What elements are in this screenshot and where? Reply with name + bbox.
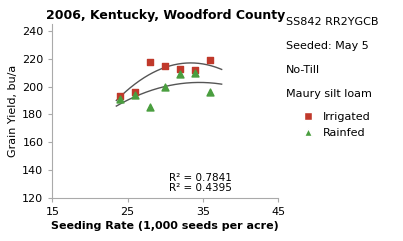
Point (132, 93, 138, 97)
X-axis label: Seeding Rate (1,000 seeds per acre): Seeding Rate (1,000 seeds per acre) (51, 221, 279, 231)
Text: SS842 RR2YGCB: SS842 RR2YGCB (286, 17, 379, 27)
Point (207, 90, 214, 94)
Point (117, 97, 123, 101)
Point (132, 90, 138, 94)
Legend: Irrigated, Rainfed: Irrigated, Rainfed (293, 108, 375, 142)
Point (207, 58, 214, 62)
Title: 2006, Kentucky, Woodford County: 2006, Kentucky, Woodford County (46, 8, 285, 21)
Y-axis label: Grain Yield, bu/a: Grain Yield, bu/a (8, 65, 18, 157)
Point (162, 85, 168, 88)
Point (117, 94, 123, 98)
Point (177, 67, 183, 70)
Point (162, 64, 168, 68)
Point (192, 71, 199, 75)
Point (147, 106, 154, 109)
Text: Maury silt loam: Maury silt loam (286, 89, 372, 99)
Text: R² = 0.4395: R² = 0.4395 (169, 183, 232, 193)
Point (192, 68, 199, 72)
Point (147, 60, 154, 64)
Text: Seeded: May 5: Seeded: May 5 (286, 41, 369, 51)
Point (177, 72, 183, 76)
Text: No-Till: No-Till (286, 65, 320, 75)
Text: R² = 0.7841: R² = 0.7841 (169, 173, 232, 183)
